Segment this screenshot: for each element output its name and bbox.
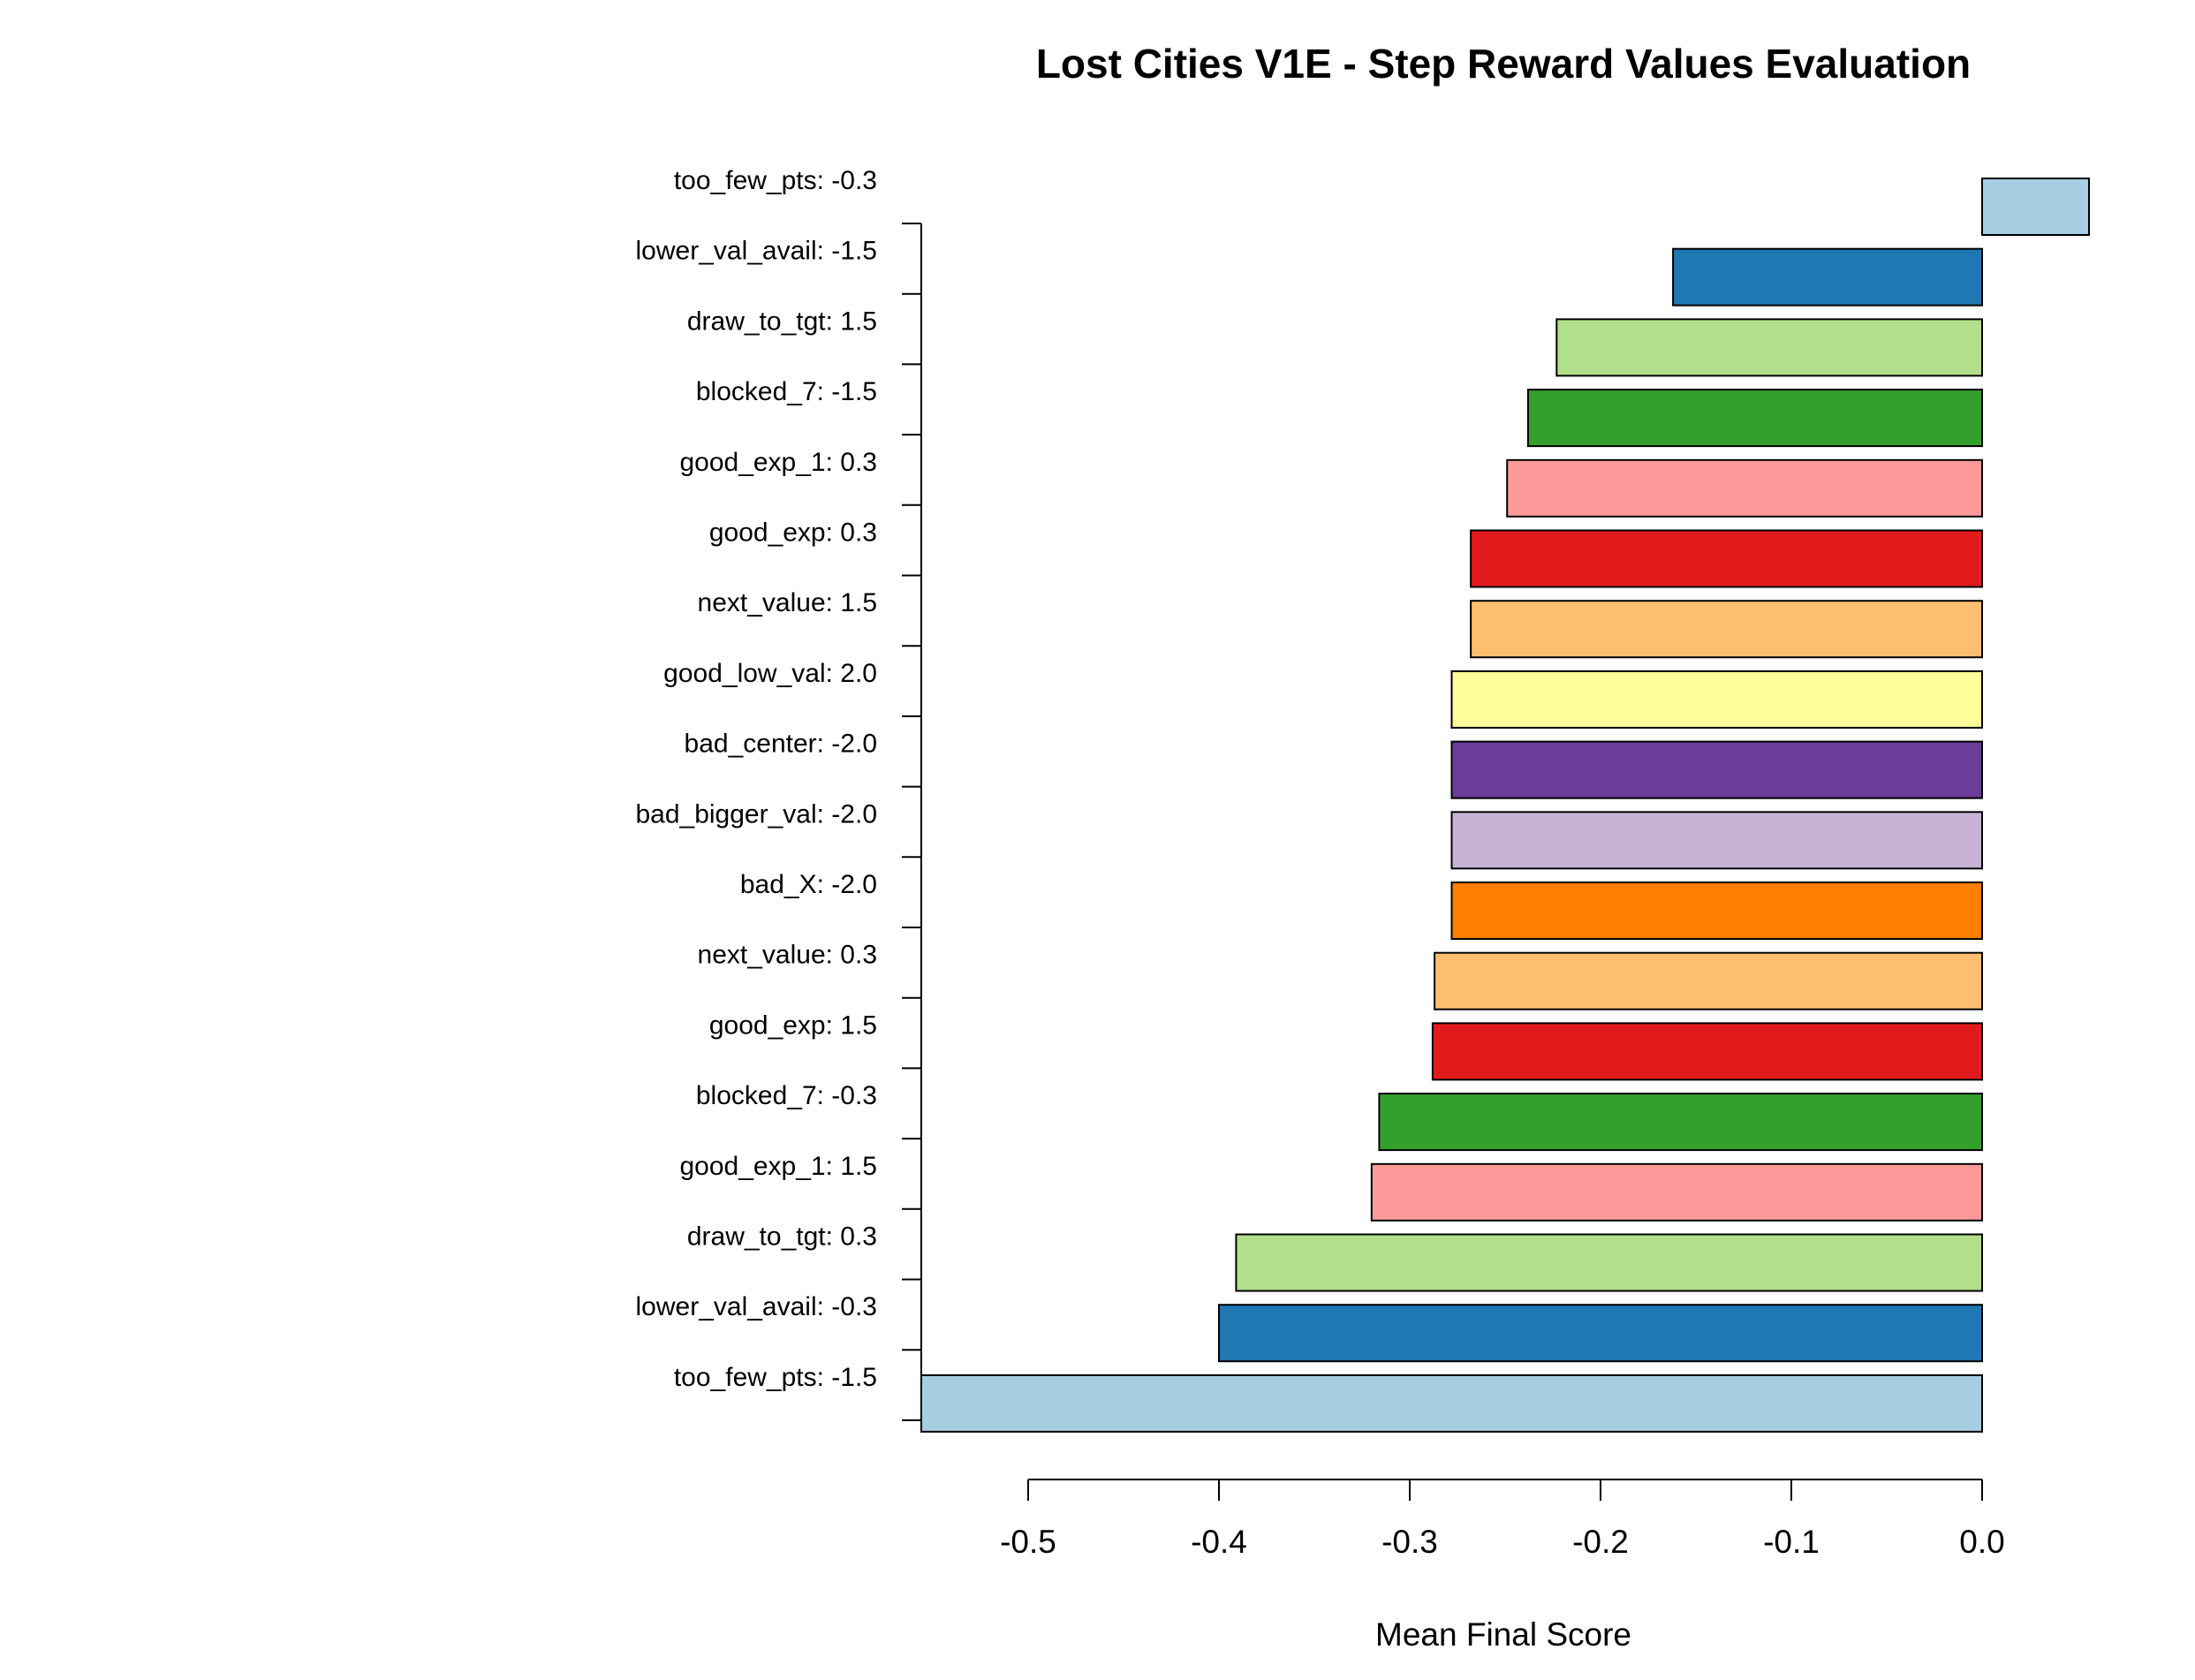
x-tick-label: -0.3: [1381, 1524, 1438, 1560]
bar-3: [1555, 318, 1984, 377]
bar-12: [1434, 951, 1983, 1010]
category-label: good_exp_1: 0.3: [679, 448, 877, 477]
category-label: draw_to_tgt: 1.5: [687, 306, 877, 336]
bar-7: [1470, 600, 1983, 659]
category-label: lower_val_avail: -0.3: [636, 1292, 877, 1321]
x-axis: -0.5 -0.4 -0.3 -0.2 -0.1 0.0: [1000, 1479, 2005, 1560]
category-label: bad_bigger_val: -2.0: [635, 799, 877, 829]
category-label: bad_center: -2.0: [685, 730, 877, 759]
category-labels: too_few_pts: -0.3 lower_val_avail: -1.5 dr…: [635, 166, 877, 1392]
category-label: blocked_7: -0.3: [696, 1081, 877, 1110]
bar-16: [1235, 1233, 1983, 1292]
x-tick-label: -0.4: [1191, 1524, 1247, 1560]
bar-18: [920, 1374, 1983, 1433]
bars-group: [920, 178, 2090, 1433]
bar-17: [1218, 1304, 1983, 1363]
bar-14: [1378, 1093, 1983, 1152]
category-label: too_few_pts: -0.3: [674, 166, 877, 195]
category-label: good_exp: 0.3: [709, 518, 877, 548]
bar-11: [1450, 882, 1983, 940]
category-label: good_exp_1: 1.5: [679, 1152, 877, 1181]
category-label: good_low_val: 2.0: [663, 659, 877, 688]
category-label: good_exp: 1.5: [709, 1010, 877, 1040]
category-label: bad_X: -2.0: [740, 870, 877, 899]
category-label: next_value: 0.3: [698, 941, 877, 970]
x-tick-label: -0.2: [1572, 1524, 1629, 1560]
bar-1: [1981, 178, 2090, 236]
bar-10: [1450, 811, 1983, 870]
bar-15: [1370, 1162, 1984, 1222]
category-label: too_few_pts: -1.5: [674, 1363, 877, 1392]
chart-title: Lost Cities V1E - Step Reward Values Eva…: [1036, 41, 1971, 87]
x-axis-title: Mean Final Score: [1375, 1616, 1631, 1653]
y-axis: [902, 223, 922, 1421]
bar-6: [1470, 529, 1983, 588]
x-tick-label: -0.5: [1000, 1524, 1056, 1560]
category-label: next_value: 1.5: [698, 588, 877, 617]
bar-4: [1526, 389, 1983, 448]
bar-2: [1672, 247, 1983, 306]
category-label: lower_val_avail: -1.5: [636, 237, 877, 266]
bar-5: [1506, 458, 1983, 518]
bar-13: [1431, 1022, 1983, 1081]
x-tick-label: -0.1: [1763, 1524, 1820, 1560]
category-label: blocked_7: -1.5: [696, 377, 877, 406]
category-label: draw_to_tgt: 0.3: [687, 1222, 877, 1252]
x-tick-label: 0.0: [1959, 1524, 2004, 1560]
bar-9: [1450, 740, 1983, 799]
bar-8: [1450, 670, 1983, 729]
